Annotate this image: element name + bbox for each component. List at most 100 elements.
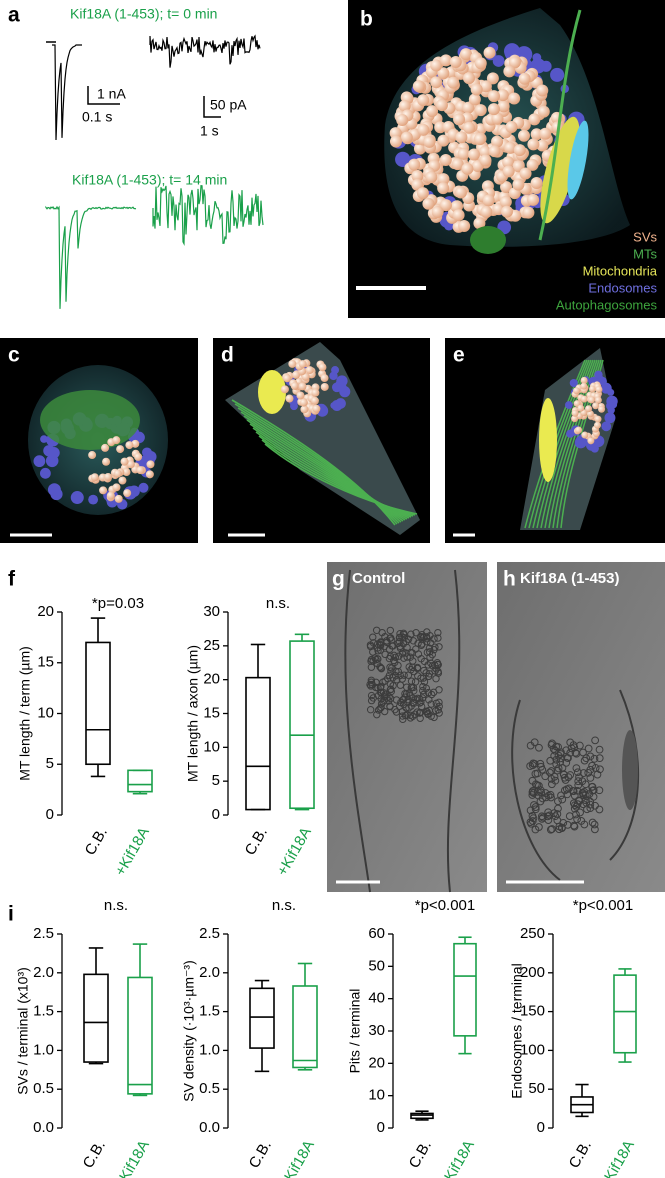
vesicle: [413, 663, 422, 672]
y-tick-label: 30: [203, 603, 220, 620]
vesicle: [402, 690, 411, 698]
box: [410, 1112, 434, 1120]
microtubule: [231, 399, 396, 526]
vesicle: [535, 823, 543, 831]
trace-title: Kif18A (1-453); t= 14 min: [72, 172, 227, 188]
sv-sphere: [585, 405, 593, 413]
y-tick-label: 0.0: [33, 1119, 54, 1136]
sv-sphere: [113, 469, 122, 478]
vesicle: [526, 741, 535, 750]
panel-label: h: [503, 568, 516, 591]
sv-sphere: [311, 388, 320, 397]
vesicle: [426, 639, 435, 647]
y-tick-label: 20: [368, 1054, 385, 1071]
vesicle: [554, 764, 563, 773]
sv-sphere: [430, 59, 443, 72]
chart: 0.0 0.5 1.0 1.5 2.0 2.5 SV density (·10³·µm⁻³)…: [181, 897, 318, 1178]
organelle: [601, 421, 612, 432]
vesicle: [403, 711, 411, 719]
trace: [149, 34, 261, 68]
y-tick-label: 0: [537, 1119, 545, 1136]
sv-sphere: [527, 138, 540, 151]
box: [453, 942, 477, 1037]
sv-sphere: [431, 206, 444, 219]
vesicle: [387, 636, 396, 644]
sv-sphere: [571, 409, 579, 417]
vesicle: [542, 793, 550, 802]
vesicle: [395, 633, 404, 642]
sv-sphere: [320, 374, 329, 383]
sv-sphere: [118, 476, 127, 485]
vesicle: [369, 657, 377, 665]
x-tick-label: C.B.: [80, 1137, 109, 1171]
sv-sphere: [580, 382, 588, 390]
sv-sphere: [461, 162, 474, 175]
vesicle: [552, 760, 561, 769]
x-tick-label: +Kif18A: [437, 1137, 478, 1178]
vesicle: [573, 768, 582, 777]
vesicle: [570, 791, 579, 800]
sv-sphere: [296, 391, 305, 400]
sv-sphere: [500, 205, 513, 218]
sv-sphere: [504, 141, 517, 154]
sv-sphere: [503, 65, 516, 78]
scale-label: 1 nA: [97, 86, 126, 102]
annotation: n.s.: [272, 897, 296, 914]
sv-sphere: [136, 466, 145, 475]
vesicle: [561, 776, 570, 784]
legend-entry: MTs: [633, 246, 657, 261]
sv-sphere: [430, 76, 443, 89]
y-tick-label: 1.0: [199, 1041, 220, 1058]
vesicle: [396, 671, 404, 680]
vesicle: [430, 713, 438, 722]
vesicle: [390, 651, 398, 660]
sv-sphere: [318, 363, 327, 372]
panel-label: c: [8, 344, 20, 367]
vesicle: [424, 709, 432, 718]
vesicle: [430, 646, 438, 654]
panel-label: b: [360, 8, 373, 31]
vesicle: [562, 758, 571, 767]
organelle: [569, 378, 578, 388]
y-tick-label: 0.5: [199, 1080, 220, 1097]
box: [83, 973, 109, 1063]
vesicle: [423, 634, 431, 643]
sv-sphere: [320, 382, 329, 391]
sv-sphere: [425, 171, 438, 184]
vesicle: [416, 699, 424, 707]
vesicle: [586, 774, 595, 782]
sv-sphere: [571, 415, 579, 423]
vesicle: [595, 754, 604, 763]
sv-sphere: [536, 84, 549, 97]
sv-sphere: [290, 381, 299, 390]
sv-sphere: [455, 131, 468, 144]
box: [249, 987, 275, 1049]
organelle: [290, 402, 298, 411]
sv-sphere: [487, 90, 500, 103]
organelle: [47, 483, 61, 497]
vesicle: [367, 678, 376, 686]
sv-sphere: [487, 103, 500, 116]
vesicle: [395, 702, 404, 710]
y-tick-label: 10: [368, 1087, 385, 1104]
box: [245, 676, 271, 811]
y-tick-label: 250: [520, 925, 545, 942]
sv-sphere: [134, 452, 143, 461]
image-label: Kif18A (1-453): [520, 570, 619, 587]
vesicle: [381, 691, 389, 699]
vesicle: [541, 772, 550, 781]
sv-sphere: [581, 431, 589, 439]
vesicle: [554, 751, 563, 760]
vesicle: [590, 754, 599, 763]
organelle: [492, 55, 505, 67]
vesicle: [369, 648, 377, 656]
sv-sphere: [123, 489, 132, 498]
sv-sphere: [505, 121, 518, 134]
chart: 0.0 0.5 1.0 1.5 2.0 2.5 SVs / terminal (x10³) n…: [15, 897, 153, 1178]
vesicle: [544, 816, 553, 825]
vesicle: [373, 644, 382, 652]
sv-sphere: [310, 396, 319, 405]
vesicle: [559, 818, 568, 827]
vesicle: [570, 822, 579, 831]
sv-sphere: [526, 158, 539, 171]
